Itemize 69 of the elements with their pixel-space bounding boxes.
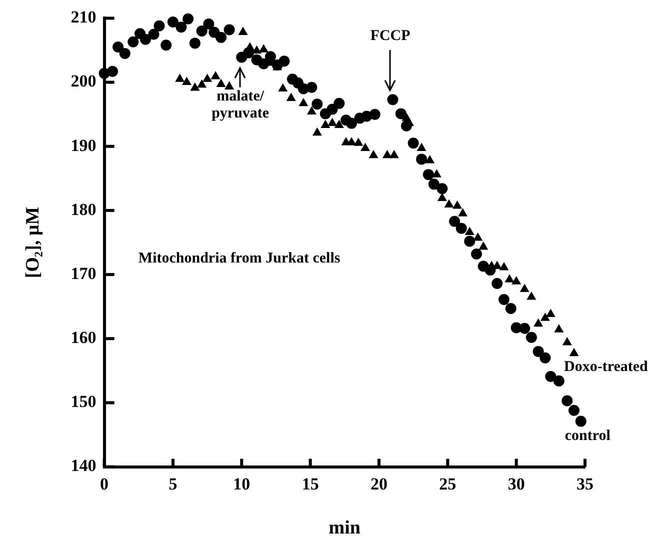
point (526, 291, 536, 300)
point (182, 76, 192, 86)
x-tick-label: 25 (439, 474, 456, 494)
point (306, 106, 316, 115)
y-tick-label: 170 (70, 264, 96, 283)
point (512, 276, 522, 284)
point (334, 120, 344, 128)
point (464, 226, 474, 235)
point (278, 83, 288, 92)
series-label: Doxo-treated (564, 359, 649, 376)
point (432, 169, 442, 178)
y-tick-label: 140 (70, 456, 96, 476)
y-tick-label: 210 (70, 8, 96, 27)
point (546, 308, 556, 318)
point (562, 336, 572, 346)
point (554, 324, 564, 332)
x-tick-label: 35 (576, 474, 594, 494)
point (346, 137, 356, 146)
point (224, 81, 234, 90)
point (202, 74, 212, 82)
point (437, 192, 447, 202)
point (298, 98, 308, 106)
point (499, 262, 509, 270)
point (320, 120, 330, 128)
point (389, 150, 399, 158)
point (328, 118, 338, 126)
annotation: Mitochondria from Jurkat cells (138, 250, 340, 267)
point (534, 318, 544, 327)
y-tick-label: 190 (70, 136, 96, 155)
point (210, 71, 220, 80)
point (286, 92, 296, 102)
point (258, 44, 268, 52)
point (190, 82, 200, 91)
y-tick-label: 180 (70, 200, 96, 219)
point (368, 150, 378, 158)
point (444, 199, 454, 208)
y-axis-title: [O₂], μM (22, 206, 44, 278)
series-label: control (564, 428, 610, 444)
y-tick-label: 150 (70, 392, 96, 412)
y-tick-label: 160 (70, 328, 96, 348)
point (504, 274, 514, 282)
point (360, 142, 370, 152)
point (458, 208, 468, 216)
y-tick-label: 200 (70, 72, 96, 91)
point (416, 142, 426, 152)
point (452, 200, 462, 209)
point (312, 127, 322, 136)
x-axis-title: min (328, 518, 361, 539)
point (473, 232, 483, 241)
point (175, 74, 185, 82)
point (354, 138, 364, 146)
annotation: malate/ pyruvate (212, 88, 270, 122)
x-tick-label: 0 (100, 474, 109, 494)
x-tick-label: 30 (508, 474, 525, 494)
point (425, 154, 435, 164)
annotation: FCCP (370, 28, 410, 44)
point (197, 79, 207, 88)
point (382, 150, 392, 158)
point (540, 312, 550, 321)
point (238, 26, 248, 36)
x-tick-label: 20 (370, 474, 388, 494)
x-tick-label: 10 (233, 474, 250, 494)
point (520, 284, 530, 292)
point (569, 348, 579, 356)
point (245, 42, 255, 50)
x-tick-label: 5 (168, 474, 178, 494)
point (478, 241, 488, 250)
point (216, 78, 226, 87)
x-tick-label: 15 (302, 474, 319, 494)
